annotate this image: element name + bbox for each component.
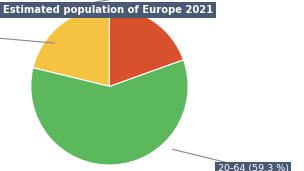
- Text: Estimated population of Europe 2021: Estimated population of Europe 2021: [3, 5, 213, 15]
- Wedge shape: [31, 60, 188, 165]
- Text: 65+ (19.5 %): 65+ (19.5 %): [0, 27, 54, 43]
- Wedge shape: [109, 8, 183, 86]
- Text: 20-64 (59.3 %): 20-64 (59.3 %): [172, 149, 288, 171]
- Text: Under 20 (21.2 %): Under 20 (21.2 %): [86, 0, 304, 4]
- Wedge shape: [33, 8, 109, 86]
